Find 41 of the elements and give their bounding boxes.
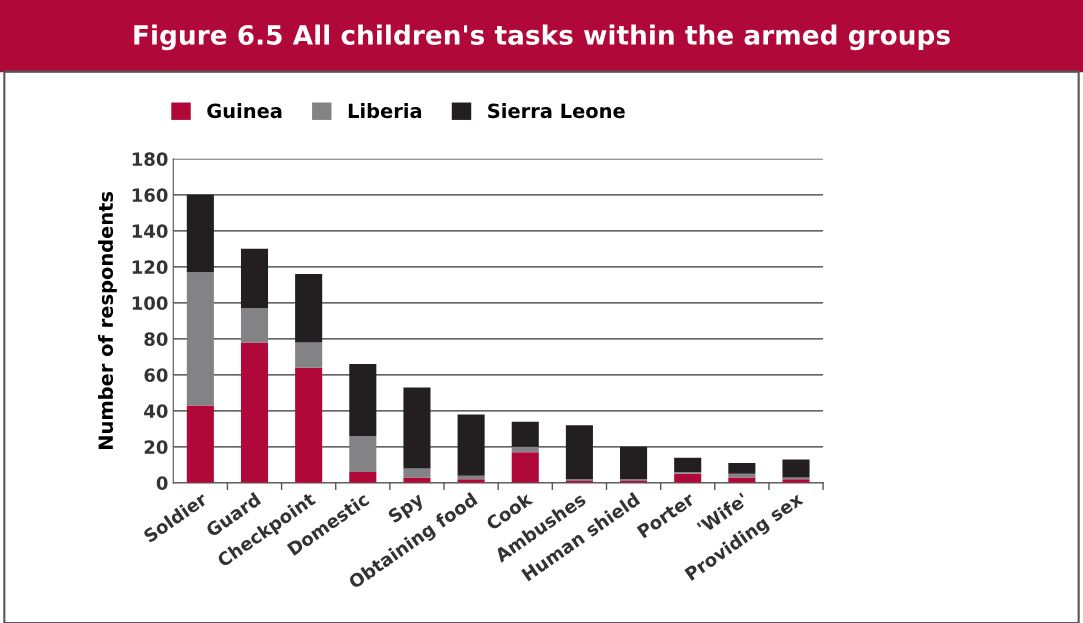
y-axis-title: Number of respondents <box>98 191 117 449</box>
bar <box>240 248 269 309</box>
bar <box>403 468 431 478</box>
bar <box>403 477 431 483</box>
bar <box>240 342 269 483</box>
bar <box>295 274 323 343</box>
y-tick-label: 0 <box>156 476 168 490</box>
bar <box>620 446 648 480</box>
bar <box>674 457 702 473</box>
bar <box>349 436 377 473</box>
bar <box>457 414 485 476</box>
legend-label: Sierra Leone <box>488 103 625 119</box>
legend-label: Liberia <box>348 103 422 119</box>
bar <box>782 459 810 478</box>
y-tick-label: 100 <box>132 296 168 310</box>
chart-title: Figure 6.5 All children's tasks within the armed groups <box>134 24 950 51</box>
y-tick-label: 40 <box>144 404 168 418</box>
bar <box>186 405 214 483</box>
y-tick-label: 140 <box>132 224 168 238</box>
y-tick-label: 160 <box>132 188 168 202</box>
bar <box>511 452 539 483</box>
bar <box>295 342 323 368</box>
bar <box>349 364 377 437</box>
bar <box>240 308 269 343</box>
bar <box>349 472 377 483</box>
bar <box>511 421 539 447</box>
y-tick-label: 180 <box>132 152 168 166</box>
y-tick-label: 120 <box>132 260 168 274</box>
x-tick-label: Spy <box>387 491 427 527</box>
bar <box>728 463 756 474</box>
legend-label: Guinea <box>207 103 282 119</box>
bar <box>565 425 593 480</box>
y-tick-label: 20 <box>144 440 168 454</box>
y-tick-label: 80 <box>144 332 168 346</box>
bar <box>295 367 323 483</box>
bar <box>728 477 756 483</box>
y-tick-label: 60 <box>144 368 168 382</box>
bar <box>186 272 214 406</box>
bar <box>403 387 431 469</box>
bar <box>511 446 539 453</box>
bar <box>186 194 214 273</box>
